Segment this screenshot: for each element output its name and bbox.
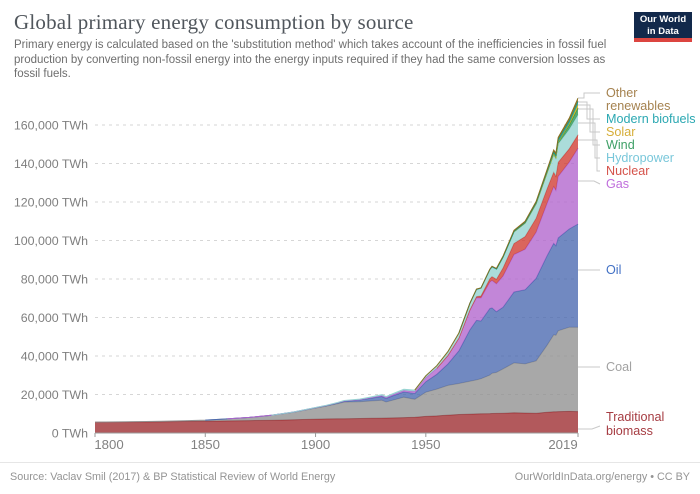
legend-label-oil[interactable]: Oil [606,263,621,277]
y-axis-label-120000: 120,000 TWh [14,195,88,209]
owid-logo-line1: Our World [639,14,687,25]
legend-connector-wind [578,108,600,146]
y-axis-label-40000: 40,000 TWh [21,349,88,363]
legend-label-biomass[interactable]: Traditional [606,410,664,424]
y-axis-label-60000: 60,000 TWh [21,311,88,325]
legend-label-solar[interactable]: Solar [606,125,635,139]
legend-connector-nuclear [578,139,600,172]
license-link[interactable]: OurWorldInData.org/energy • CC BY [514,471,690,483]
y-axis-label-140000: 140,000 TWh [14,157,88,171]
area-gas[interactable] [227,148,579,419]
area-oil[interactable] [205,224,579,421]
legend-connector-modern_biofuels [578,101,600,120]
x-axis-label-1850: 1850 [191,437,220,452]
y-axis-label-0: 0 TWh [52,426,88,440]
legend-label-other_renewables-2[interactable]: renewables [606,99,670,113]
legend-connector-gas [578,180,601,185]
legend-label-hydropower[interactable]: Hydropower [606,151,674,165]
y-axis-label-20000: 20,000 TWh [21,388,88,402]
owid-logo[interactable]: Our World in Data [634,12,692,42]
area-coal[interactable] [95,327,578,423]
area-biomass[interactable] [95,411,578,433]
x-axis-label-1800: 1800 [94,437,123,452]
y-axis-label-160000: 160,000 TWh [14,118,88,132]
legend-connector-hydropower [578,122,600,159]
owid-logo-line2: in Data [647,25,679,37]
legend-label-other_renewables[interactable]: Other [606,86,638,100]
area-nuclear[interactable] [436,134,578,369]
source-credit: Source: Vaclav Smil (2017) & BP Statisti… [10,471,336,483]
legend-label-biomass-2[interactable]: biomass [606,424,653,438]
legend-label-wind[interactable]: Wind [606,138,635,152]
x-axis-label-2019: 2019 [548,437,577,452]
legend-label-gas[interactable]: Gas [606,177,629,191]
y-axis-label-100000: 100,000 TWh [14,234,88,248]
edge-other_renewables [414,97,579,391]
legend-label-coal[interactable]: Coal [606,360,632,374]
x-axis-label-1900: 1900 [301,437,330,452]
legend-connector-other_renewables [578,92,600,99]
chart-footer: Source: Vaclav Smil (2017) & BP Statisti… [0,462,700,494]
legend-label-nuclear[interactable]: Nuclear [606,164,649,178]
chart-subtitle: Primary energy is calculated based on th… [14,39,607,81]
x-axis-label-1950: 1950 [411,437,440,452]
y-axis-label-80000: 80,000 TWh [21,272,88,286]
legend-label-modern_biofuels[interactable]: Modern biofuels [606,112,696,126]
legend-connector-biomass [578,425,601,430]
page-title: Global primary energy consumption by sou… [14,10,414,34]
